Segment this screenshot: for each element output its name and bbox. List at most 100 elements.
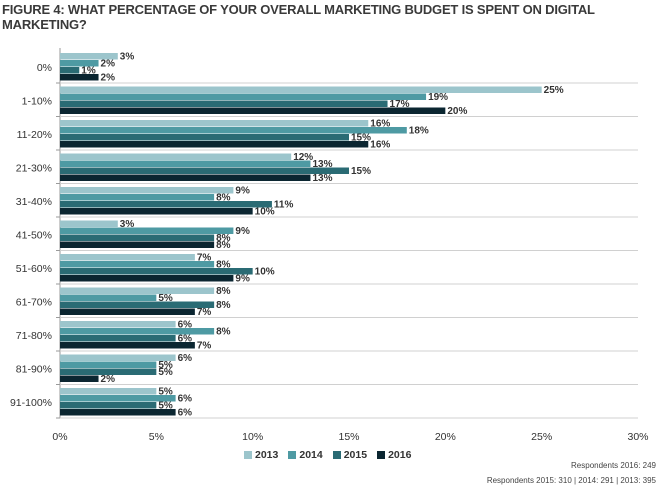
legend: 2013 2014 2015 2016: [244, 449, 411, 461]
data-label-2014: 9%: [235, 226, 250, 237]
respondents-other-years: Respondents 2015: 310 | 2014: 291 | 2013…: [486, 476, 656, 485]
bar-2014: [60, 261, 215, 268]
bar-2015: [60, 368, 157, 375]
x-tick-label: 25%: [531, 431, 552, 443]
data-label-2015: 17%: [390, 99, 410, 110]
data-label-2013: 12%: [293, 152, 313, 163]
legend-item-2014: 2014: [288, 449, 323, 461]
bar-2013: [60, 187, 234, 194]
x-tick-label: 5%: [149, 431, 164, 443]
data-label-2016: 16%: [370, 140, 390, 151]
bar-2016: [60, 208, 253, 215]
legend-swatch-2014: [288, 451, 297, 459]
bar-2013: [60, 354, 176, 361]
bar-2015: [60, 167, 349, 174]
category-label: 81-90%: [16, 364, 52, 376]
data-label-2016: 10%: [255, 207, 275, 218]
bar-2016: [60, 275, 234, 282]
legend-swatch-2016: [377, 451, 386, 459]
bar-2015: [60, 402, 157, 409]
bar-2014: [60, 127, 407, 134]
data-label-2014: 6%: [178, 394, 193, 405]
data-label-2014: 13%: [312, 159, 332, 170]
data-label-2016: 7%: [197, 341, 212, 352]
legend-item-2015: 2015: [332, 449, 368, 461]
respondents-2016: Respondents 2016: 249: [571, 461, 656, 470]
bar-2014: [60, 227, 234, 234]
category-label: 21-30%: [16, 163, 52, 175]
data-label-2013: 9%: [235, 186, 250, 197]
bar-2014: [60, 93, 427, 100]
data-label-2013: 7%: [197, 253, 212, 264]
x-tick-label: 15%: [338, 431, 359, 443]
x-tick-label: 20%: [435, 431, 456, 443]
data-label-2015: 1%: [81, 66, 96, 77]
bar-2013: [60, 86, 542, 93]
data-label-2014: 8%: [216, 260, 231, 271]
bar-2014: [60, 328, 215, 335]
bar-2014: [60, 395, 176, 402]
data-label-2016: 2%: [101, 73, 116, 84]
bar-2016: [60, 241, 215, 248]
bar-2016: [60, 409, 176, 416]
data-label-2013: 25%: [544, 85, 564, 96]
data-label-2014: 5%: [158, 293, 173, 304]
bar-2013: [60, 53, 118, 60]
data-label-2015: 15%: [351, 133, 371, 144]
category-label: 71-80%: [16, 330, 52, 342]
data-label-2013: 6%: [178, 353, 193, 364]
bar-2014: [60, 294, 157, 301]
data-label-2015: 10%: [255, 267, 275, 278]
data-label-2015: 5%: [158, 367, 173, 378]
data-label-2014: 18%: [409, 126, 429, 137]
category-label: 41-50%: [16, 230, 52, 242]
data-label-2013: 5%: [158, 387, 173, 398]
bar-2016: [60, 174, 311, 181]
legend-label-2014: 2014: [299, 449, 323, 461]
legend-item-2016: 2016: [377, 449, 411, 461]
bar-2014: [60, 160, 311, 167]
bar-2013: [60, 287, 215, 294]
data-label-2013: 3%: [120, 219, 135, 230]
data-label-2013: 3%: [120, 52, 135, 63]
data-label-2015: 6%: [178, 334, 193, 345]
x-tick-label: 10%: [242, 431, 263, 443]
bar-2014: [60, 60, 99, 67]
data-label-2015: 8%: [216, 233, 231, 244]
legend-swatch-2015: [332, 451, 341, 459]
data-label-2015: 15%: [351, 166, 371, 177]
bar-2015: [60, 67, 80, 74]
bar-2015: [60, 100, 388, 107]
category-label: 61-70%: [16, 297, 52, 309]
data-label-2014: 2%: [101, 59, 116, 70]
bar-2013: [60, 254, 195, 261]
bar-2013: [60, 153, 292, 160]
data-label-2014: 8%: [216, 327, 231, 338]
bar-2013: [60, 120, 369, 127]
bar-2016: [60, 342, 195, 349]
bar-2016: [60, 107, 446, 114]
x-tick-label: 0%: [52, 431, 67, 443]
legend-swatch-2013: [244, 451, 252, 459]
bar-2016: [60, 74, 99, 81]
bar-2013: [60, 220, 118, 227]
bar-2016: [60, 308, 195, 315]
bar-2015: [60, 201, 272, 208]
bar-2015: [60, 234, 215, 241]
data-label-2016: 7%: [197, 307, 212, 318]
data-label-2014: 19%: [428, 92, 448, 103]
category-label: 1-10%: [22, 96, 52, 108]
data-label-2015: 5%: [158, 401, 173, 412]
bar-2015: [60, 335, 176, 342]
category-label: 11-20%: [17, 129, 52, 141]
bar-2014: [60, 361, 157, 368]
data-label-2016: 2%: [101, 374, 116, 385]
bar-2015: [60, 268, 253, 275]
legend-label-2015: 2015: [343, 449, 368, 461]
data-label-2016: 20%: [447, 106, 467, 117]
legend-label-2016: 2016: [388, 449, 412, 461]
data-label-2016: 8%: [216, 240, 231, 251]
x-tick-label: 30%: [627, 431, 648, 443]
bar-2016: [60, 141, 369, 148]
